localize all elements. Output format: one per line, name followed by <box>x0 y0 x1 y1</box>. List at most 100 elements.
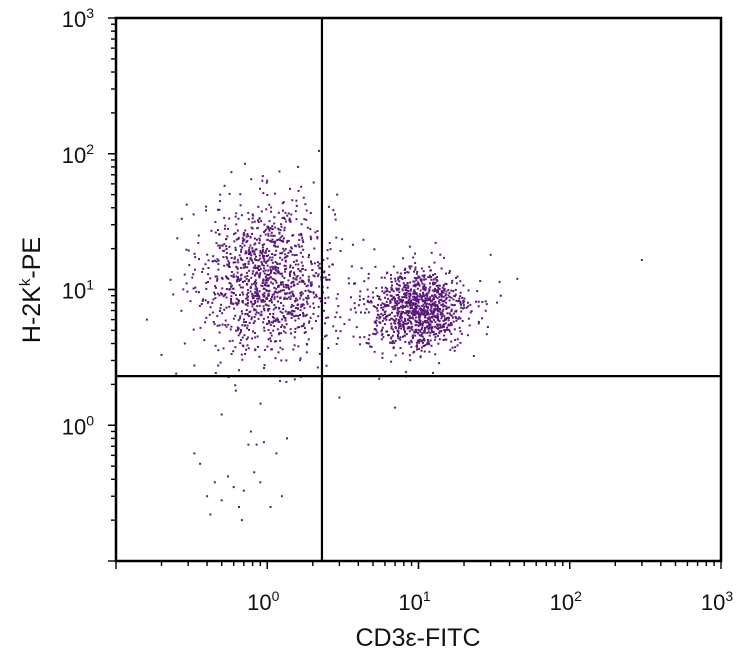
scatter-point <box>267 258 270 261</box>
scatter-point <box>408 310 411 313</box>
scatter-point <box>362 298 365 300</box>
scatter-point <box>324 322 326 325</box>
scatter-point <box>420 279 423 282</box>
scatter-point <box>226 257 229 260</box>
scatter-point <box>225 275 227 278</box>
scatter-point <box>373 333 376 336</box>
scatter-point <box>414 313 417 316</box>
scatter-point <box>312 274 315 277</box>
scatter-point <box>260 284 263 287</box>
scatter-point <box>284 248 287 251</box>
scatter-point <box>386 314 389 317</box>
scatter-point <box>382 306 385 309</box>
y-tick-label-exponent: 1 <box>86 277 94 293</box>
scatter-point <box>438 310 441 313</box>
scatter-point <box>254 288 257 291</box>
scatter-point <box>296 314 299 317</box>
scatter-point <box>325 316 328 319</box>
scatter-point <box>247 218 250 221</box>
scatter-point <box>390 360 393 363</box>
scatter-point <box>276 317 279 320</box>
scatter-point <box>237 302 240 305</box>
scatter-point <box>443 256 445 259</box>
scatter-point <box>251 272 254 275</box>
scatter-point <box>405 291 408 294</box>
scatter-point <box>498 280 501 283</box>
scatter-point <box>268 250 271 253</box>
scatter-point <box>434 303 437 306</box>
scatter-point <box>234 246 237 249</box>
scatter-point <box>303 331 306 334</box>
scatter-point <box>294 300 297 303</box>
scatter-point <box>420 311 423 314</box>
scatter-point <box>392 340 395 343</box>
scatter-point <box>271 225 274 228</box>
scatter-point <box>410 265 413 268</box>
scatter-point <box>230 302 233 305</box>
scatter-point <box>380 304 383 307</box>
scatter-point <box>437 289 440 291</box>
scatter-point <box>325 278 328 281</box>
scatter-point <box>411 328 414 331</box>
scatter-point <box>290 306 293 308</box>
scatter-point <box>367 295 370 298</box>
scatter-point <box>244 313 247 315</box>
scatter-point <box>248 269 251 272</box>
scatter-point <box>261 285 264 288</box>
scatter-point <box>456 338 459 341</box>
scatter-point <box>214 372 217 375</box>
scatter-point <box>459 317 462 320</box>
scatter-point <box>288 288 291 291</box>
scatter-point <box>188 264 191 267</box>
scatter-point <box>466 334 469 337</box>
scatter-point <box>283 217 286 220</box>
scatter-point <box>260 210 263 213</box>
scatter-point <box>219 193 222 196</box>
scatter-point <box>309 282 312 285</box>
scatter-point <box>378 377 381 380</box>
scatter-point <box>434 336 437 338</box>
scatter-point <box>216 277 219 280</box>
scatter-point <box>409 321 412 323</box>
scatter-point <box>264 233 267 236</box>
scatter-point <box>251 247 254 250</box>
scatter-point <box>328 273 331 276</box>
scatter-point <box>393 305 396 308</box>
scatter-point <box>424 344 427 347</box>
scatter-point <box>403 328 405 331</box>
scatter-point <box>279 297 282 300</box>
scatter-point <box>408 296 411 299</box>
scatter-point <box>246 233 249 236</box>
scatter-point <box>415 307 418 309</box>
scatter-point <box>414 268 417 271</box>
scatter-point <box>310 237 313 240</box>
scatter-point <box>469 303 472 306</box>
scatter-point <box>270 234 273 237</box>
scatter-point <box>252 270 255 273</box>
scatter-point <box>263 260 266 263</box>
scatter-point <box>258 217 261 220</box>
scatter-point <box>391 297 394 300</box>
scatter-point <box>225 248 228 250</box>
scatter-point <box>411 316 414 319</box>
scatter-point <box>443 300 446 302</box>
scatter-point <box>273 242 276 245</box>
scatter-point <box>228 282 231 284</box>
scatter-point <box>262 257 265 259</box>
scatter-point <box>257 345 259 348</box>
scatter-point <box>301 236 304 239</box>
scatter-point <box>245 321 247 323</box>
scatter-point <box>254 283 257 286</box>
scatter-point <box>274 319 277 321</box>
scatter-point <box>328 265 331 268</box>
scatter-point <box>248 279 250 282</box>
scatter-point <box>293 378 296 381</box>
scatter-point <box>422 285 425 288</box>
scatter-point <box>397 322 400 325</box>
scatter-point <box>359 336 361 339</box>
scatter-point <box>269 332 272 334</box>
scatter-point <box>387 334 390 337</box>
scatter-point <box>309 235 312 238</box>
scatter-point <box>427 313 430 316</box>
scatter-point <box>408 298 411 300</box>
